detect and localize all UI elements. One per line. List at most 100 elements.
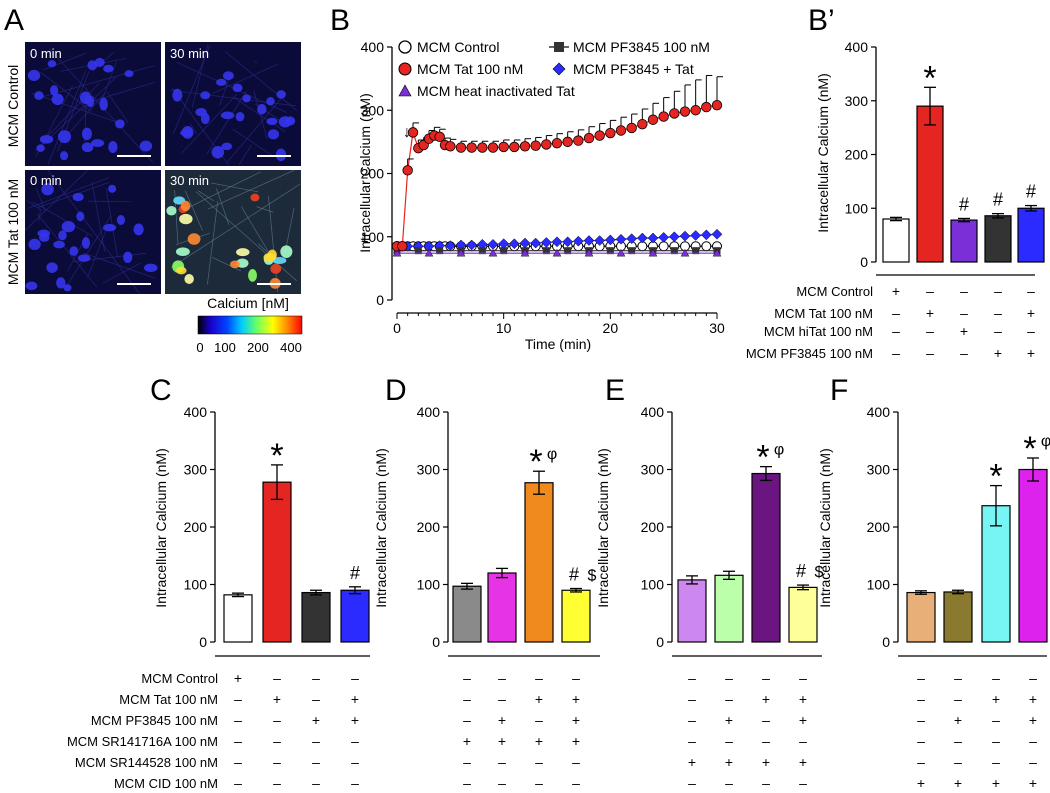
data-point xyxy=(456,248,466,257)
data-point xyxy=(392,248,402,257)
cell-body xyxy=(63,284,72,292)
data-point xyxy=(519,141,531,152)
legend-marker-control xyxy=(398,40,412,54)
neurite xyxy=(47,70,86,165)
colorbar-tick-100: 100 xyxy=(214,340,236,355)
condition-sign: – xyxy=(725,670,733,686)
panel-d: D Intracellular Calcium (nM) 0 100 200 300 4… xyxy=(373,374,600,791)
y-tick-label: 200 xyxy=(361,166,385,182)
cond-label-tat: MCM Tat 100 nM xyxy=(119,692,218,707)
cell-body xyxy=(195,108,207,117)
panel-d-ylabel: Intracellular Calcium (nM) xyxy=(373,448,389,607)
condition-sign: + xyxy=(463,733,471,749)
condition-sign: – xyxy=(351,733,359,749)
neurite xyxy=(38,210,41,222)
condition-sign: – xyxy=(992,670,1000,686)
panel-b-ylabel: Intracellular Calcium (nM) xyxy=(357,93,373,252)
neurite xyxy=(211,63,279,95)
condition-sign: – xyxy=(273,775,281,791)
condition-sign: + xyxy=(572,712,580,728)
neurite xyxy=(206,200,219,285)
neurite xyxy=(182,171,261,211)
cell-body xyxy=(236,248,250,257)
condition-sign: – xyxy=(917,691,925,707)
cell-body xyxy=(124,70,134,78)
neurite xyxy=(232,128,273,156)
y-tick-label: 400 xyxy=(184,404,208,420)
condition-sign: + xyxy=(1027,305,1035,321)
legend-label-tat: MCM Tat 100 nM xyxy=(417,61,523,77)
condition-sign: – xyxy=(688,670,696,686)
bar-chart-c: 0 100 200 300 400 * # + – – – – + – + – – + + – – – – – – – – – – – – xyxy=(184,404,370,791)
data-point xyxy=(647,232,659,244)
bp-cond-label-1: MCM Control xyxy=(796,284,873,299)
cell-body xyxy=(133,223,144,236)
y-tick-label: 400 xyxy=(867,404,891,420)
condition-sign: – xyxy=(917,712,925,728)
condition-sign: + xyxy=(234,670,242,686)
condition-sign: – xyxy=(1029,733,1037,749)
neurite xyxy=(227,93,286,163)
condition-sign: – xyxy=(234,691,242,707)
data-point xyxy=(636,232,648,244)
condition-sign: – xyxy=(926,283,934,299)
cell-body xyxy=(181,125,194,139)
significance-phi: φ xyxy=(774,442,784,459)
data-point xyxy=(520,248,530,257)
data-point xyxy=(658,232,670,243)
neurite xyxy=(47,170,140,294)
series-mcm-heat-inactivated-tat xyxy=(392,248,722,257)
condition-sign: + xyxy=(1029,712,1037,728)
cell-body xyxy=(166,206,177,216)
significance-dollar: $ xyxy=(815,564,824,581)
data-point xyxy=(628,247,636,255)
condition-sign: – xyxy=(234,733,242,749)
bar xyxy=(943,591,973,643)
condition-sign: – xyxy=(498,670,506,686)
condition-sign: – xyxy=(688,712,696,728)
condition-sign: – xyxy=(572,670,580,686)
cell-body xyxy=(267,129,280,140)
legend-label-hitat: MCM heat inactivated Tat xyxy=(417,83,575,99)
neurite xyxy=(169,89,296,107)
cell-body xyxy=(81,237,90,249)
neurite xyxy=(31,92,118,123)
significance-hash: # xyxy=(796,561,806,581)
condition-sign: + xyxy=(992,775,1000,791)
y-tick-label: 200 xyxy=(184,519,208,535)
cond-label-control: MCM Control xyxy=(141,671,218,686)
data-point xyxy=(670,247,678,255)
condition-sign: – xyxy=(351,670,359,686)
cell-body xyxy=(47,60,57,68)
condition-sign: + xyxy=(1029,691,1037,707)
data-point xyxy=(424,248,434,257)
bar-chart-e: 0 100 200 300 400 * φ # $ – – – – – – + + – + – + – – – – + + + + – – –… xyxy=(641,404,824,791)
condition-sign: – xyxy=(954,754,962,770)
condition-sign: + xyxy=(799,712,807,728)
cell-body xyxy=(72,192,84,202)
time-label-4: 30 min xyxy=(170,173,209,188)
data-point xyxy=(445,141,456,152)
significance-hash: # xyxy=(1026,182,1036,202)
condition-sign: – xyxy=(312,670,320,686)
bar xyxy=(223,594,253,643)
data-point xyxy=(498,141,509,153)
legend-marker-pftat xyxy=(552,62,566,76)
condition-sign: + xyxy=(926,305,934,321)
cell-body xyxy=(94,57,105,67)
neurite xyxy=(211,182,259,193)
data-point xyxy=(509,141,520,153)
y-tick-label: 100 xyxy=(867,577,891,593)
bp-cond-label-4: MCM PF3845 100 nM xyxy=(746,346,873,361)
data-point xyxy=(583,132,595,144)
condition-sign: – xyxy=(994,323,1002,339)
cell-body xyxy=(187,233,201,245)
neurite xyxy=(256,206,274,213)
neurite xyxy=(181,93,238,154)
panel-b-xlabel: Time (min) xyxy=(525,336,591,352)
colorbar-tick-200: 200 xyxy=(247,340,269,355)
panel-bp-ylabel: Intracellular Calcium (nM) xyxy=(815,73,831,232)
panel-b: B Intracellular Calcium (nM) Time (min) … xyxy=(330,4,725,352)
condition-sign: – xyxy=(725,775,733,791)
micrograph-tat-0min xyxy=(24,170,161,294)
